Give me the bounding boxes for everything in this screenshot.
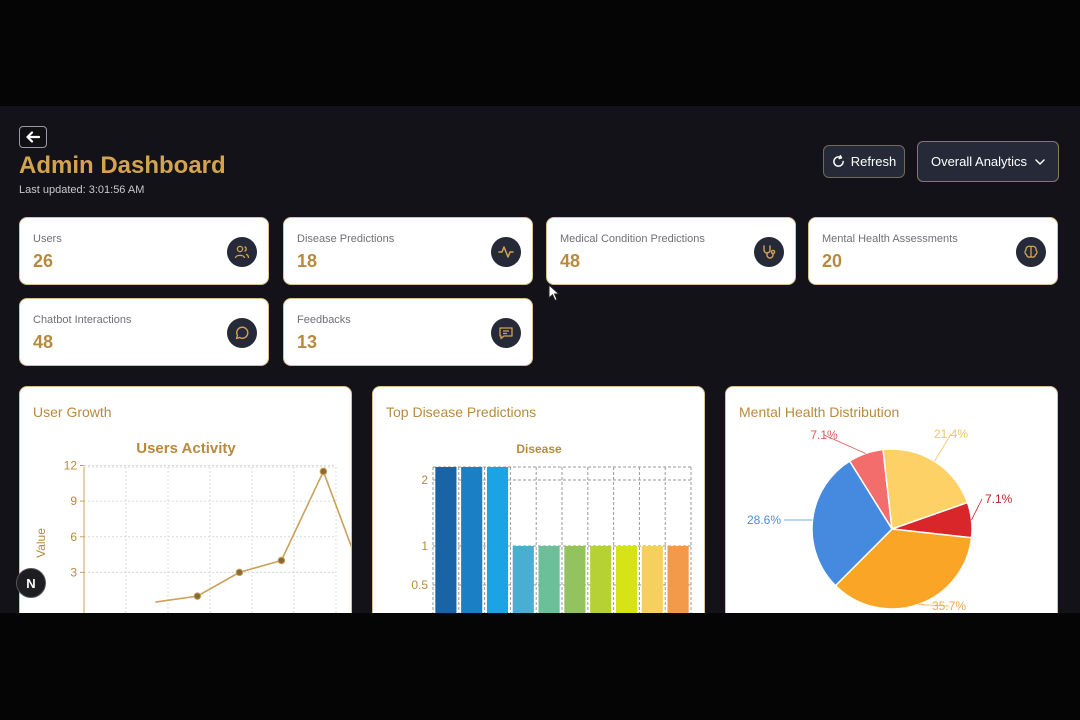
bar — [667, 546, 689, 613]
bar — [435, 467, 457, 613]
letterbox-bottom — [0, 613, 1080, 720]
y-tick-label: 1 — [421, 539, 428, 553]
slice-label: 35.7% — [932, 599, 966, 613]
pie-slice — [882, 448, 969, 531]
y-tick-label: 12 — [64, 459, 78, 473]
stat-value: 13 — [297, 332, 318, 352]
letterbox-top — [0, 0, 1080, 106]
refresh-button[interactable]: Refresh — [823, 145, 905, 178]
bar — [641, 546, 663, 613]
stat-value: 26 — [33, 251, 54, 271]
mental-health-pie-chart: 7.1% 21.4% 7.1% 35.7% 28.6% — [747, 427, 1013, 613]
analytics-select-value: Overall Analytics — [930, 154, 1028, 169]
stat-label: Users — [33, 233, 62, 245]
series-line — [155, 469, 351, 603]
label-leader — [934, 433, 952, 462]
y-tick-label: 9 — [70, 494, 77, 508]
stat-card-medical-condition-predictions: Medical Condition Predictions 48 — [546, 217, 796, 285]
pie-slice — [834, 528, 973, 610]
data-point — [277, 556, 286, 565]
users-icon — [227, 237, 257, 267]
label-leader — [918, 604, 950, 607]
y-tick-label: 0.5 — [411, 578, 428, 592]
stat-card-mental-health-assessments: Mental Health Assessments 20 — [808, 217, 1058, 285]
panel-top-disease-predictions: Disease 0.5 1 2 Top Disease Predictions — [372, 386, 705, 613]
slice-label: 7.1% — [810, 428, 838, 442]
y-tick-label: 2 — [421, 473, 428, 487]
stat-card-users: Users 26 — [19, 217, 269, 285]
data-point — [193, 592, 202, 600]
stat-card-feedbacks: Feedbacks 13 — [283, 298, 533, 366]
stat-value: 20 — [822, 251, 843, 271]
refresh-icon — [832, 155, 844, 167]
label-leader — [823, 434, 866, 454]
stat-label: Feedbacks — [297, 314, 351, 326]
stat-value: 48 — [560, 251, 581, 271]
bar — [538, 546, 560, 613]
label-leader — [971, 498, 983, 521]
last-updated: Last updated: 3:01:56 AM — [19, 184, 145, 196]
stat-label: Chatbot Interactions — [33, 314, 132, 326]
y-tick-label: 3 — [70, 565, 77, 579]
panel-mental-health-distribution: 7.1% 21.4% 7.1% 35.7% 28.6% Mental Health Di… — [725, 386, 1058, 613]
bar — [461, 467, 483, 613]
bar — [615, 546, 638, 613]
message-circle-icon — [227, 318, 257, 348]
stat-card-chatbot-interactions: Chatbot Interactions 48 — [19, 298, 269, 366]
stat-value: 18 — [297, 251, 318, 271]
mouse-cursor-icon — [548, 284, 560, 302]
panel-title: Top Disease Predictions — [386, 404, 537, 420]
dev-badge[interactable]: N — [16, 568, 46, 598]
panel-user-growth: Users Activity Value 3 6 9 12 User Growth — [19, 386, 352, 613]
activity-icon — [491, 237, 521, 267]
stethoscope-icon — [754, 237, 784, 267]
y-tick-label: 6 — [70, 530, 77, 544]
back-button[interactable] — [19, 126, 47, 148]
users-activity-chart: Users Activity Value 3 6 9 12 — [34, 440, 351, 613]
stat-card-disease-predictions: Disease Predictions 18 — [283, 217, 533, 285]
bar — [512, 546, 534, 613]
data-point — [319, 467, 328, 476]
message-square-icon — [491, 318, 521, 348]
bar — [564, 546, 586, 613]
admin-dashboard: Admin Dashboard Last updated: 3:01:56 AM… — [0, 106, 1080, 613]
stat-label: Mental Health Assessments — [822, 233, 958, 245]
stat-value: 48 — [33, 332, 54, 352]
stat-label: Disease Predictions — [297, 233, 395, 245]
bar — [590, 546, 612, 613]
panel-title: Mental Health Distribution — [739, 404, 900, 420]
data-point — [235, 568, 244, 577]
disease-bar-chart: Disease 0.5 1 2 — [411, 442, 692, 613]
panel-title: User Growth — [33, 404, 112, 420]
chart-title: Disease — [516, 442, 562, 456]
slice-label: 7.1% — [985, 492, 1013, 506]
stat-label: Medical Condition Predictions — [560, 233, 705, 245]
refresh-label: Refresh — [850, 154, 897, 169]
chevron-down-icon — [1035, 158, 1045, 165]
arrow-left-icon — [26, 131, 40, 143]
analytics-select[interactable]: Overall Analytics — [917, 141, 1059, 182]
slice-label: 21.4% — [934, 427, 968, 441]
brain-icon — [1016, 237, 1046, 267]
slice-label: 28.6% — [747, 513, 781, 527]
page-title: Admin Dashboard — [19, 152, 226, 179]
bar — [486, 467, 509, 613]
y-axis-label: Value — [34, 528, 48, 558]
chart-title: Users Activity — [136, 440, 236, 457]
